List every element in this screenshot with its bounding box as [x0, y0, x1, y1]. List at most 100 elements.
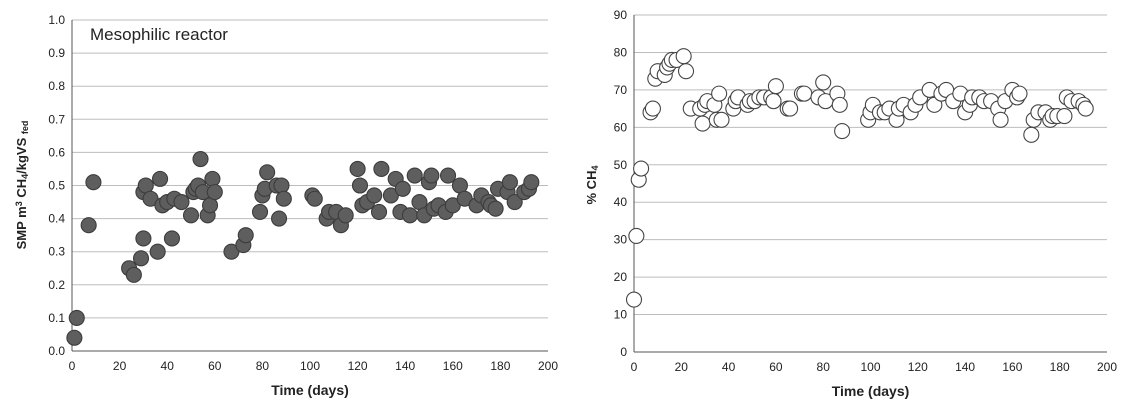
x-tick-label: 60	[208, 359, 222, 373]
data-point	[1011, 85, 1028, 102]
y-tick-label: 0.1	[48, 311, 65, 325]
y-tick-label: 0.3	[48, 245, 65, 259]
data-point	[782, 100, 799, 117]
data-point	[501, 174, 518, 191]
data-point	[275, 190, 292, 207]
data-point	[625, 291, 643, 308]
x-axis-label: Time (days)	[832, 383, 910, 399]
y-tick-label: 0.5	[48, 179, 65, 193]
y-tick-label: 20	[614, 270, 628, 284]
y-tick-label: 60	[614, 120, 628, 134]
data-point	[306, 190, 323, 207]
x-tick-label: 0	[631, 360, 638, 374]
data-point	[271, 210, 288, 227]
data-point	[506, 194, 523, 211]
y-tick-label: 30	[614, 233, 628, 247]
data-point	[80, 217, 97, 234]
y-tick-label: 1.0	[48, 13, 65, 27]
x-tick-label: 200	[538, 359, 558, 373]
data-point	[125, 266, 142, 283]
x-tick-label: 80	[256, 359, 270, 373]
y-tick-label: 50	[614, 158, 628, 172]
x-tick-label: 40	[161, 359, 175, 373]
x-tick-label: 20	[113, 359, 127, 373]
data-point	[713, 111, 730, 128]
data-point	[767, 78, 784, 95]
data-point	[694, 115, 711, 132]
x-tick-label: 160	[443, 359, 463, 373]
x-axis-label: Time (days)	[271, 382, 349, 398]
data-point	[1056, 108, 1073, 125]
data-point	[182, 207, 200, 224]
data-point	[206, 184, 223, 201]
data-point	[1077, 100, 1094, 117]
data-point	[628, 227, 645, 244]
data-point	[831, 96, 848, 113]
data-point	[675, 48, 692, 65]
data-point	[370, 203, 388, 221]
y-tick-label: 0.0	[48, 344, 65, 358]
y-tick-label: 70	[614, 83, 628, 97]
x-tick-label: 0	[69, 359, 76, 373]
data-point	[366, 187, 383, 204]
y-tick-label: 0.6	[48, 145, 65, 159]
x-tick-label: 120	[908, 360, 928, 374]
y-tick-label: 10	[614, 308, 628, 322]
data-point	[992, 111, 1009, 128]
x-tick-label: 160	[1002, 360, 1022, 374]
data-point	[349, 160, 366, 177]
data-point	[66, 329, 83, 346]
x-tick-label: 180	[1050, 360, 1070, 374]
data-point	[487, 200, 504, 217]
y-tick-label: 40	[614, 195, 628, 209]
data-point	[834, 123, 851, 140]
data-point	[192, 150, 209, 168]
data-point	[815, 74, 832, 91]
data-point	[394, 180, 411, 197]
data-point	[765, 93, 782, 110]
data-point	[204, 170, 221, 187]
data-point	[273, 177, 290, 194]
data-point	[644, 100, 661, 117]
y-tick-label: 0	[620, 345, 627, 359]
data-point	[152, 170, 169, 187]
data-point	[633, 160, 650, 177]
data-point	[711, 85, 728, 102]
data-point	[373, 160, 390, 177]
x-tick-label: 140	[955, 360, 975, 374]
y-axis-label: SMP m3 CH4/kgVS fed	[14, 121, 30, 250]
y-tick-label: 0.4	[48, 212, 65, 226]
data-point	[68, 309, 85, 326]
y-tick-label: 0.9	[48, 46, 65, 60]
data-point	[523, 174, 540, 191]
x-tick-label: 100	[300, 359, 320, 373]
x-tick-label: 180	[490, 359, 510, 373]
data-point	[132, 250, 150, 267]
panel-right-ch4: 0 10 20 30 40 50 60 70 80 90 0 20 40 60 80 100 120 140 160…	[584, 8, 1117, 399]
chart-annotation: Mesophilic reactor	[90, 25, 228, 44]
data-point	[251, 203, 269, 221]
data-point	[149, 243, 166, 260]
data-point	[796, 85, 813, 102]
data-point	[439, 167, 457, 184]
x-tick-label: 200	[1097, 360, 1117, 374]
panel-left-smp: 0.0 0.1 0.2 0.3 0.4 0.5 0.6 0.7 0.8 0.9 1.0 0 20 40 60…	[14, 13, 558, 398]
data-point	[423, 167, 440, 184]
y-tick-label: 0.8	[48, 79, 65, 93]
y-tick-label: 80	[614, 45, 628, 59]
data-point	[237, 227, 254, 244]
y-tick-label: 90	[614, 8, 628, 22]
x-tick-label: 40	[722, 360, 736, 374]
data-point	[401, 207, 419, 224]
y-axis-label: % CH4	[584, 166, 600, 205]
data-point	[1023, 126, 1040, 143]
data-point	[173, 194, 190, 211]
data-point	[406, 167, 423, 184]
data-point	[337, 207, 354, 224]
data-point	[259, 164, 276, 181]
data-point	[677, 63, 695, 80]
x-tick-label: 100	[860, 360, 880, 374]
x-tick-label: 60	[769, 360, 783, 374]
